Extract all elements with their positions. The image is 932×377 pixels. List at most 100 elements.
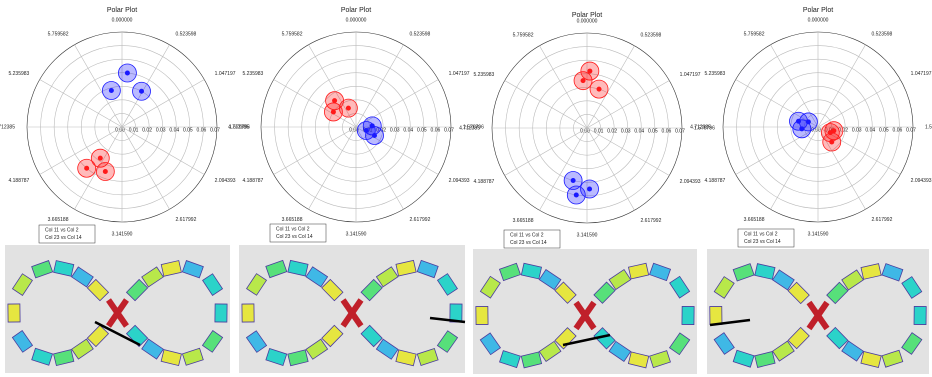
cluster-core bbox=[574, 193, 579, 198]
r-tick-label: 0.04 bbox=[865, 127, 875, 133]
theta-tick-label: 1.570796 bbox=[925, 124, 932, 130]
render-view bbox=[239, 245, 465, 373]
r-tick-label: 0.05 bbox=[417, 127, 427, 133]
cluster-core bbox=[103, 169, 108, 174]
render-view bbox=[473, 249, 697, 374]
theta-tick-label: 1.047197 bbox=[215, 71, 236, 77]
screen: Polar Plot0.000.010.020.030.040.050.060.… bbox=[0, 0, 932, 377]
chart-title: Polar Plot bbox=[107, 7, 137, 14]
legend-entry: Col 23 vs Col 14 bbox=[45, 235, 82, 241]
r-tick-label: 0.06 bbox=[431, 127, 441, 133]
r-tick-label: 0.05 bbox=[648, 128, 658, 134]
theta-tick-label: 3.141590 bbox=[112, 231, 133, 237]
cluster-core bbox=[571, 178, 576, 183]
theta-tick-label: 3.665188 bbox=[744, 217, 765, 223]
grid-spoke bbox=[274, 127, 356, 175]
grid-spoke bbox=[587, 128, 669, 175]
theta-tick-label: 3.665188 bbox=[513, 218, 534, 224]
r-tick-label: 0.07 bbox=[444, 127, 454, 133]
r-tick-label: 0.06 bbox=[662, 128, 672, 134]
grid-spoke bbox=[818, 79, 900, 127]
r-tick-label: 0.03 bbox=[852, 127, 862, 133]
r-tick-label: 0.07 bbox=[906, 127, 916, 133]
grid-spoke bbox=[771, 127, 818, 209]
cluster-core bbox=[98, 156, 103, 161]
grid-spoke bbox=[587, 128, 635, 210]
theta-tick-label: 5.759582 bbox=[48, 32, 69, 38]
chart-title: Polar Plot bbox=[341, 7, 371, 14]
theta-tick-label: 5.759582 bbox=[282, 32, 303, 38]
track-tile bbox=[914, 306, 926, 324]
theta-tick-label: 2.617992 bbox=[641, 218, 662, 224]
legend-entry: Col 23 vs Col 14 bbox=[510, 240, 547, 246]
r-tick-label: 0.05 bbox=[183, 127, 193, 133]
r-tick-label: 0.02 bbox=[142, 127, 152, 133]
track-tile bbox=[8, 304, 20, 322]
legend-entry: Col 11 vs Col 2 bbox=[744, 231, 778, 237]
theta-tick-label: 5.235983 bbox=[8, 71, 29, 77]
theta-tick-label: 3.141590 bbox=[808, 231, 829, 237]
theta-tick-label: 1.047197 bbox=[449, 71, 470, 77]
r-tick-label: 0.06 bbox=[197, 127, 207, 133]
r-tick-label: 0.01 bbox=[129, 127, 139, 133]
cluster-core bbox=[364, 128, 369, 133]
theta-tick-label: 4.712385 bbox=[459, 125, 480, 131]
theta-tick-label: 4.712385 bbox=[228, 124, 249, 130]
theta-tick-label: 2.617992 bbox=[872, 217, 893, 223]
theta-tick-label: 2.094393 bbox=[449, 178, 470, 184]
theta-tick-label: 2.617992 bbox=[410, 217, 431, 223]
r-tick-label: 0.03 bbox=[390, 127, 400, 133]
grid-spoke bbox=[505, 81, 587, 128]
theta-tick-label: 3.665188 bbox=[282, 217, 303, 223]
theta-tick-label: 0.523598 bbox=[175, 32, 196, 38]
grid-spoke bbox=[505, 128, 587, 176]
cluster-core bbox=[332, 98, 337, 103]
theta-tick-label: 0.000000 bbox=[346, 17, 367, 23]
theta-tick-label: 1.047197 bbox=[680, 72, 701, 78]
grid-spoke bbox=[309, 127, 356, 209]
theta-tick-label: 4.712385 bbox=[0, 124, 15, 130]
grid-spoke bbox=[122, 127, 204, 174]
theta-tick-label: 0.523598 bbox=[409, 32, 430, 38]
theta-tick-label: 3.141590 bbox=[346, 231, 367, 237]
legend-entry: Col 11 vs Col 2 bbox=[510, 232, 544, 238]
r-tick-label: 0.07 bbox=[210, 127, 220, 133]
theta-tick-label: 0.523598 bbox=[871, 32, 892, 38]
theta-tick-label: 4.188787 bbox=[8, 178, 29, 184]
legend-entry: Col 11 vs Col 2 bbox=[45, 227, 79, 233]
cluster-core bbox=[597, 87, 602, 92]
cluster-core bbox=[346, 106, 351, 111]
theta-tick-label: 5.759582 bbox=[744, 32, 765, 38]
render-view bbox=[707, 249, 929, 374]
theta-tick-label: 3.141590 bbox=[577, 232, 598, 238]
theta-tick-label: 0.000000 bbox=[112, 17, 133, 23]
r-tick-label: 0.04 bbox=[169, 127, 179, 133]
cluster-core bbox=[139, 89, 144, 94]
polar-plot: Polar Plot0.000.010.020.030.040.050.060.… bbox=[690, 7, 932, 247]
grid-spoke bbox=[818, 45, 865, 127]
grid-spoke bbox=[122, 127, 170, 209]
cluster-core bbox=[125, 70, 130, 75]
theta-tick-label: 4.188787 bbox=[704, 178, 725, 184]
polar-plot: Polar Plot0.000.010.020.030.040.050.060.… bbox=[459, 12, 715, 248]
legend-entry: Col 11 vs Col 2 bbox=[276, 226, 310, 232]
grid-spoke bbox=[356, 45, 403, 127]
theta-tick-label: 2.617992 bbox=[176, 217, 197, 223]
track-tile bbox=[710, 306, 722, 324]
theta-tick-label: 0.000000 bbox=[577, 18, 598, 24]
theta-tick-label: 2.094393 bbox=[680, 179, 701, 185]
polar-plot: Polar Plot0.000.010.020.030.040.050.060.… bbox=[228, 7, 484, 242]
r-tick-label: 0.04 bbox=[634, 128, 644, 134]
theta-tick-label: 4.188787 bbox=[242, 178, 263, 184]
track-tile bbox=[682, 306, 694, 324]
r-tick-label: 0.03 bbox=[621, 128, 631, 134]
theta-tick-label: 0.523598 bbox=[640, 33, 661, 39]
theta-tick-label: 2.094393 bbox=[911, 178, 932, 184]
cluster-core bbox=[331, 109, 336, 114]
theta-tick-label: 0.000000 bbox=[808, 17, 829, 23]
legend-entry: Col 23 vs Col 14 bbox=[744, 239, 781, 245]
track-tile bbox=[242, 304, 254, 322]
r-tick-label: 0.05 bbox=[879, 127, 889, 133]
r-tick-label: 0.07 bbox=[675, 128, 685, 134]
render-view bbox=[5, 245, 230, 373]
